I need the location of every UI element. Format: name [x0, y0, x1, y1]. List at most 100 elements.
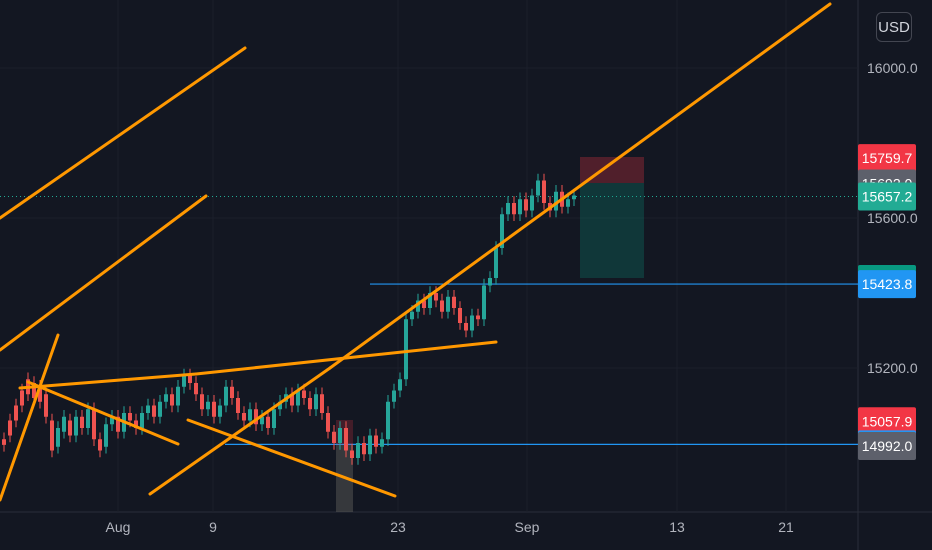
- candle-body[interactable]: [476, 315, 480, 320]
- candle-body[interactable]: [182, 375, 186, 387]
- candle-body[interactable]: [422, 300, 426, 309]
- candle-body[interactable]: [434, 293, 438, 301]
- candle-body[interactable]: [524, 199, 528, 211]
- candle-body[interactable]: [506, 203, 510, 215]
- candle-body[interactable]: [296, 390, 300, 406]
- candle-body[interactable]: [218, 405, 222, 417]
- candle-body[interactable]: [470, 315, 474, 331]
- candle-body[interactable]: [278, 401, 282, 410]
- candle-body[interactable]: [128, 413, 132, 421]
- candle-body[interactable]: [254, 409, 258, 425]
- candle-body[interactable]: [308, 398, 312, 410]
- candle-body[interactable]: [332, 431, 336, 443]
- candle-body[interactable]: [32, 383, 36, 398]
- candle-body[interactable]: [488, 278, 492, 286]
- candle-body[interactable]: [428, 293, 432, 308]
- candle-body[interactable]: [2, 439, 6, 445]
- candle-body[interactable]: [116, 416, 120, 432]
- trendline[interactable]: [0, 333, 60, 502]
- candle-body[interactable]: [74, 416, 78, 436]
- trendline[interactable]: [148, 366, 332, 496]
- candle-body[interactable]: [104, 424, 108, 447]
- candle-body[interactable]: [266, 416, 270, 428]
- candle-body[interactable]: [338, 428, 342, 443]
- currency-button[interactable]: USD: [876, 12, 912, 42]
- candle-body[interactable]: [512, 203, 516, 215]
- candle-body[interactable]: [272, 409, 276, 428]
- candle-body[interactable]: [140, 413, 144, 428]
- candle-body[interactable]: [572, 195, 576, 200]
- candle-body[interactable]: [134, 420, 138, 429]
- candle-body[interactable]: [224, 386, 228, 406]
- candle-body[interactable]: [314, 394, 318, 410]
- trendline[interactable]: [328, 2, 832, 370]
- candle-body[interactable]: [446, 296, 450, 312]
- candle-body[interactable]: [350, 450, 354, 459]
- trendline[interactable]: [0, 194, 208, 352]
- candle-body[interactable]: [206, 401, 210, 410]
- candle-body[interactable]: [344, 428, 348, 451]
- candle-body[interactable]: [248, 409, 252, 421]
- candle-body[interactable]: [362, 443, 366, 455]
- candle-body[interactable]: [20, 390, 24, 406]
- candle-body[interactable]: [302, 390, 306, 399]
- candle-body[interactable]: [398, 379, 402, 391]
- candle-body[interactable]: [56, 428, 60, 447]
- candle-body[interactable]: [416, 300, 420, 312]
- candle-body[interactable]: [80, 416, 84, 428]
- candle-body[interactable]: [482, 285, 486, 320]
- candle-body[interactable]: [200, 394, 204, 410]
- candle-body[interactable]: [500, 214, 504, 248]
- candle-body[interactable]: [356, 443, 360, 458]
- candle-body[interactable]: [86, 409, 90, 428]
- candle-body[interactable]: [230, 386, 234, 398]
- candle-body[interactable]: [410, 311, 414, 320]
- take-profit-zone[interactable]: [580, 183, 644, 278]
- candle-body[interactable]: [260, 416, 264, 425]
- candle-body[interactable]: [164, 394, 168, 402]
- candle-body[interactable]: [68, 420, 72, 436]
- candle-body[interactable]: [452, 296, 456, 308]
- candle-body[interactable]: [404, 319, 408, 380]
- candle-body[interactable]: [158, 401, 162, 417]
- candle-body[interactable]: [530, 195, 534, 211]
- candle-body[interactable]: [374, 435, 378, 447]
- candle-body[interactable]: [236, 398, 240, 413]
- candle-body[interactable]: [152, 405, 156, 417]
- candle-body[interactable]: [212, 401, 216, 417]
- candle-body[interactable]: [326, 413, 330, 432]
- candle-body[interactable]: [50, 420, 54, 451]
- candle-body[interactable]: [392, 390, 396, 402]
- trendline[interactable]: [0, 46, 247, 220]
- trendline[interactable]: [26, 380, 180, 446]
- candle-body[interactable]: [440, 300, 444, 312]
- candle-body[interactable]: [368, 435, 372, 455]
- candle-body[interactable]: [536, 180, 540, 196]
- candle-body[interactable]: [62, 416, 66, 432]
- candle-body[interactable]: [242, 413, 246, 421]
- candle-body[interactable]: [458, 308, 462, 323]
- candle-body[interactable]: [92, 409, 96, 440]
- candle-body[interactable]: [386, 401, 390, 440]
- candle-body[interactable]: [14, 405, 18, 421]
- candle-body[interactable]: [380, 439, 384, 447]
- candle-body[interactable]: [170, 394, 174, 406]
- candle-body[interactable]: [290, 394, 294, 406]
- candle-body[interactable]: [38, 386, 42, 402]
- candle-body[interactable]: [464, 323, 468, 331]
- candle-body[interactable]: [566, 199, 570, 207]
- candle-body[interactable]: [494, 248, 498, 278]
- candle-body[interactable]: [146, 405, 150, 414]
- candle-body[interactable]: [554, 191, 558, 211]
- candle-body[interactable]: [98, 439, 102, 451]
- candle-body[interactable]: [542, 180, 546, 204]
- candle-body[interactable]: [8, 420, 12, 436]
- candle-body[interactable]: [188, 375, 192, 384]
- candle-body[interactable]: [110, 416, 114, 425]
- candle-body[interactable]: [176, 386, 180, 406]
- trendline[interactable]: [18, 372, 198, 390]
- trendline[interactable]: [186, 418, 397, 498]
- candle-body[interactable]: [44, 394, 48, 417]
